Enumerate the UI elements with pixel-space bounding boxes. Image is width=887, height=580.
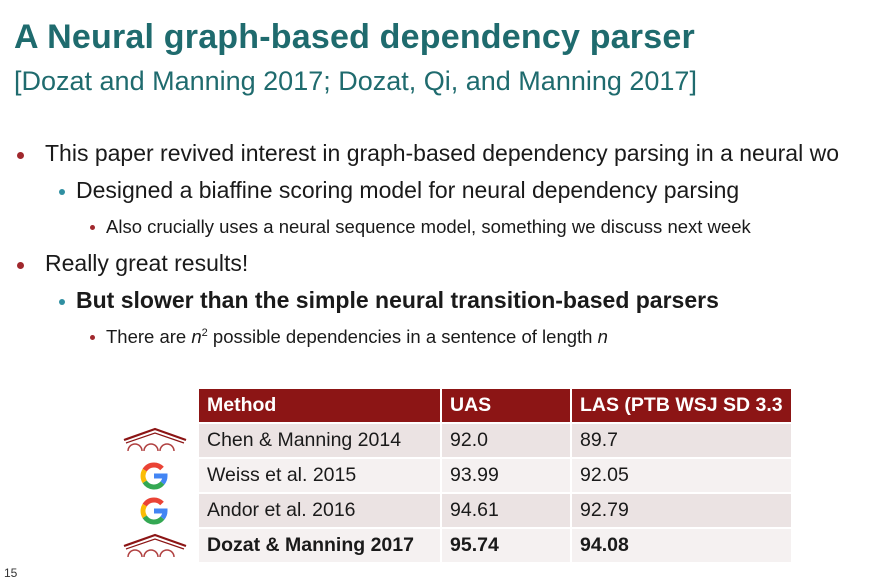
cell-las: 92.79 — [571, 493, 793, 529]
cell-las: 92.05 — [571, 458, 793, 494]
superscript: 2 — [201, 326, 208, 339]
slide-subtitle: [Dozat and Manning 2017; Dozat, Qi, and … — [14, 66, 697, 96]
cell-las: 89.7 — [571, 423, 793, 459]
bullet-text: Also crucially uses a neural sequence mo… — [106, 216, 751, 237]
bullet-text: There are n2 possible dependencies in a … — [106, 326, 608, 348]
bullet-dot — [90, 335, 95, 340]
cell-method: Dozat & Manning 2017 — [199, 528, 442, 564]
cell-uas: 95.74 — [441, 528, 572, 564]
cell-uas: 93.99 — [441, 458, 572, 494]
bullet-text: But slower than the simple neural transi… — [76, 287, 719, 313]
cell-las: 94.08 — [571, 528, 793, 564]
cell-method: Chen & Manning 2014 — [199, 423, 442, 459]
cell-method: Andor et al. 2016 — [199, 493, 442, 529]
text-segment: possible dependencies in a sentence of l… — [207, 326, 598, 347]
text-segment: There are — [106, 326, 192, 347]
variable-n: n — [597, 326, 608, 347]
slide-title: A Neural graph-based dependency parser — [14, 18, 695, 56]
table-row: Weiss et al. 2015 93.99 92.05 — [199, 458, 793, 494]
bullet-text: Really great results! — [45, 250, 249, 276]
bullet-dot — [17, 152, 24, 159]
table-row: Andor et al. 2016 94.61 92.79 — [199, 493, 793, 529]
bullet-dot — [59, 299, 65, 305]
cell-uas: 92.0 — [441, 423, 572, 459]
stanford-arch-icon — [123, 427, 187, 452]
bullet-dot — [59, 189, 65, 195]
page-number: 15 — [4, 566, 18, 580]
column-header-method: Method — [199, 389, 442, 424]
table-header-row: Method UAS LAS (PTB WSJ SD 3.3 — [199, 389, 793, 424]
variable-n: n — [191, 326, 202, 347]
cell-method: Weiss et al. 2015 — [199, 458, 442, 494]
stanford-arch-icon — [123, 533, 187, 558]
google-g-icon — [140, 497, 168, 525]
bullet-text: Designed a biaffine scoring model for ne… — [76, 177, 740, 203]
bullet-text: This paper revived interest in graph-bas… — [45, 140, 839, 166]
column-header-las: LAS (PTB WSJ SD 3.3 — [571, 389, 793, 424]
column-header-uas: UAS — [441, 389, 572, 424]
table-row: Dozat & Manning 2017 95.74 94.08 — [199, 528, 793, 564]
bullet-dot — [90, 225, 95, 230]
table-row: Chen & Manning 2014 92.0 89.7 — [199, 423, 793, 459]
bullet-dot — [17, 262, 24, 269]
cell-uas: 94.61 — [441, 493, 572, 529]
results-table: Method UAS LAS (PTB WSJ SD 3.3 Chen & Ma… — [199, 389, 793, 564]
google-g-icon — [140, 462, 168, 490]
